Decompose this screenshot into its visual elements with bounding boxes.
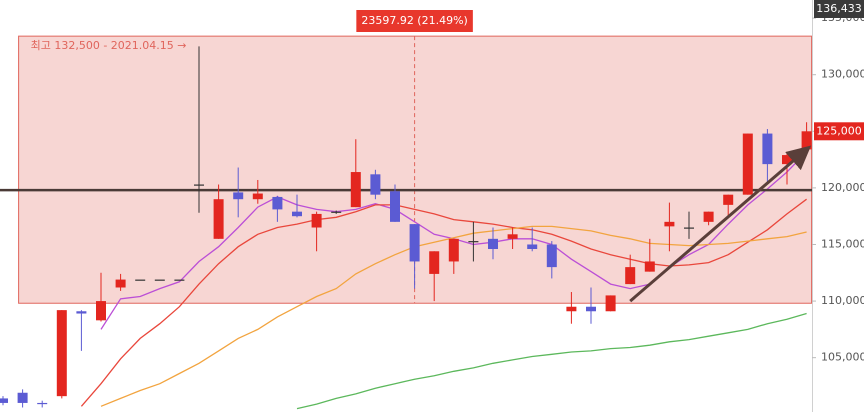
- measure-label: 23597.92 (21.49%): [361, 14, 468, 27]
- candle-body: [17, 392, 28, 403]
- candle-body: [625, 267, 636, 285]
- candle-body: [292, 211, 302, 217]
- candle-body: [174, 279, 185, 281]
- candle-body: [37, 402, 48, 405]
- candle-body: [76, 311, 87, 314]
- candle-body: [644, 261, 655, 272]
- candle-body: [409, 224, 420, 262]
- candle-body: [429, 251, 440, 274]
- top-value-label: 136,433: [816, 2, 862, 15]
- candle-body: [390, 191, 400, 222]
- trend-line: [629, 145, 812, 303]
- moving-average-line: [80, 198, 807, 407]
- candle-body: [507, 234, 518, 239]
- candle-body: [488, 238, 498, 250]
- y-tick-label: 105,000: [821, 351, 864, 364]
- candle-body: [0, 398, 8, 403]
- moving-average-line: [100, 225, 807, 407]
- candle-body: [252, 193, 263, 200]
- candle-body: [762, 133, 773, 165]
- candle-body: [272, 196, 283, 210]
- candle-body: [213, 199, 224, 239]
- candle-body: [723, 194, 734, 205]
- candle-body: [194, 184, 204, 186]
- candle-body: [684, 227, 694, 229]
- candle-body: [468, 241, 479, 243]
- y-tick-label: 130,000: [821, 68, 864, 81]
- last-price-label: 125,000: [816, 124, 862, 137]
- candle-body: [115, 279, 126, 288]
- candle-body: [350, 172, 361, 208]
- candle-body: [605, 295, 616, 312]
- candle-body: [801, 131, 812, 150]
- moving-average-line: [100, 151, 808, 330]
- candle-body: [331, 211, 342, 213]
- candle-body: [703, 211, 714, 222]
- y-axis: 105,000 110,000 115,000 120,000 125,000 130,0…: [812, 0, 864, 364]
- top-value-box: [814, 0, 864, 18]
- candle-body: [566, 306, 577, 312]
- candle-body: [742, 133, 753, 195]
- candle-body: [56, 310, 67, 397]
- y-tick-label: 115,000: [821, 237, 864, 250]
- last-price-box: [814, 122, 864, 141]
- candle-body: [586, 306, 596, 312]
- candle-body: [664, 221, 675, 227]
- candle-body: [448, 238, 459, 262]
- candle-body: [96, 301, 106, 321]
- candle-body: [311, 213, 322, 228]
- measure-label-box: [356, 10, 473, 32]
- candle-body: [233, 192, 244, 200]
- moving-average-line: [296, 312, 807, 410]
- candle-body: [527, 244, 538, 250]
- candle-body: [135, 279, 146, 281]
- candle-body: [370, 174, 381, 195]
- y-tick-label: 120,000: [821, 181, 864, 194]
- plot-area: 최고 132,500 - 2021.04.15 →: [0, 35, 812, 410]
- candle-body: [154, 279, 165, 281]
- annotation: 최고 132,500 - 2021.04.15 →: [31, 39, 187, 52]
- y-tick-label: 110,000: [821, 294, 864, 307]
- candle-body: [546, 244, 557, 268]
